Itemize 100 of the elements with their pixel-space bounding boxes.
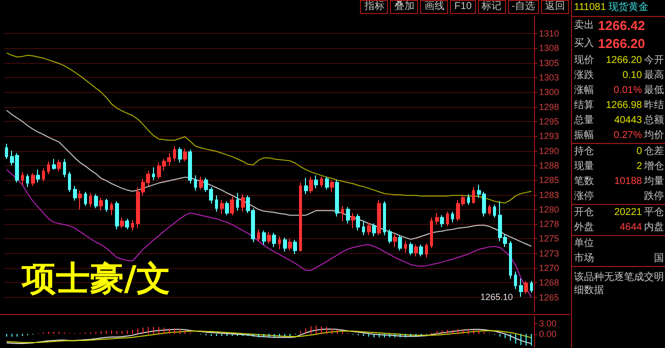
y-tick-label: 1305	[539, 58, 560, 68]
candlestick	[341, 205, 344, 222]
annotation: 项士豪/文	[21, 259, 170, 299]
candlestick	[414, 244, 418, 257]
candlestick	[225, 200, 229, 216]
candlestick	[314, 174, 318, 189]
text: 标记	[478, 0, 506, 14]
candlestick	[241, 194, 245, 212]
y-tick-label: 1285	[539, 175, 560, 186]
candlestick	[530, 280, 533, 294]
y-tick-label: 1283	[539, 190, 560, 200]
candlestick	[78, 190, 82, 210]
candlestick	[194, 174, 197, 192]
candlestick	[99, 197, 103, 212]
candlestick	[215, 194, 218, 212]
text: -自选	[508, 0, 539, 14]
candlestick	[330, 180, 334, 192]
candlestick	[230, 196, 234, 216]
y-tick-label: 1265	[539, 292, 560, 302]
candlestick	[26, 174, 29, 188]
candlestick	[293, 239, 297, 254]
text: 开仓 20221 平仓	[574, 207, 664, 218]
candlestick	[283, 237, 287, 252]
candlestick	[57, 159, 61, 172]
y-tick-label: 1280	[539, 204, 560, 214]
candlestick	[36, 169, 40, 183]
candlestick	[519, 278, 523, 298]
text: 单位	[574, 236, 594, 251]
candlestick	[115, 200, 119, 230]
y-tick-label: 1295	[539, 116, 560, 127]
y-tick-label: 0.00	[539, 328, 557, 339]
candlestick	[105, 198, 108, 212]
candlestick	[383, 200, 386, 236]
candlestick	[446, 211, 449, 226]
candlestick	[288, 238, 292, 251]
text: 总量 40443 总额	[574, 115, 664, 126]
candlestick	[299, 182, 302, 252]
candlestick	[346, 206, 350, 224]
line-series	[6, 52, 532, 204]
candlestick	[309, 176, 313, 194]
text: 涨停 跌停	[574, 191, 664, 202]
text: 涨跌 0.10 最高	[574, 70, 664, 81]
candlestick	[335, 180, 339, 217]
candlestick	[435, 212, 439, 226]
y-tick-label: 1268	[539, 278, 560, 288]
candlestick	[47, 160, 50, 175]
text: 涨幅 0.01% 最低	[574, 85, 664, 96]
candlestick	[388, 228, 392, 244]
candlestick	[514, 271, 517, 290]
text: 111081 现货黄金	[574, 2, 649, 13]
text: 画线	[420, 0, 448, 14]
text: 买入 1266.20	[574, 35, 645, 53]
candlestick	[425, 242, 428, 258]
candlestick	[31, 172, 35, 186]
text: 持仓 0 仓差	[574, 146, 664, 157]
candlestick	[236, 192, 239, 212]
text: 外盘 4644 内盘	[574, 222, 664, 233]
candlestick	[304, 177, 308, 195]
candlestick	[21, 171, 24, 186]
candlestick	[178, 146, 182, 164]
candlestick	[325, 176, 329, 190]
candlestick	[5, 143, 8, 160]
y-tick-label: 1298	[539, 102, 560, 112]
candlestick	[257, 228, 260, 242]
candlestick	[472, 186, 475, 204]
y-tick-label: 1275	[539, 234, 560, 244]
candlestick	[356, 214, 360, 232]
y-tick-label: 1293	[539, 131, 560, 142]
y-tick-label: 1300	[539, 87, 560, 98]
candlestick	[188, 149, 192, 184]
candlestick	[488, 204, 491, 216]
candlestick	[320, 176, 323, 188]
candlestick	[183, 148, 187, 162]
candlestick	[42, 168, 45, 182]
candlestick	[351, 212, 355, 229]
candlestick	[199, 176, 203, 190]
candlestick	[173, 146, 176, 162]
text: 现量 2 增仓	[574, 161, 664, 172]
annotation: 1265.10	[480, 292, 513, 302]
candlestick	[89, 192, 92, 208]
candlestick	[419, 244, 423, 257]
candlestick	[131, 219, 134, 232]
y-tick-label: 1270	[539, 263, 560, 274]
candlestick	[63, 158, 66, 178]
text: 市场 国	[574, 253, 664, 264]
text: 结算 1266.98 昨结	[574, 98, 664, 113]
text: 现价 1266.20 今开	[574, 54, 664, 68]
line-series	[6, 110, 532, 247]
candlestick	[430, 217, 433, 249]
candlestick	[262, 230, 266, 246]
text: 该品种无逐笔成交明细数据	[572, 266, 665, 301]
candlestick	[409, 242, 413, 256]
candlestick	[440, 214, 444, 228]
candlestick	[278, 236, 281, 250]
candlestick	[398, 234, 402, 251]
y-tick-label: 1273	[539, 248, 560, 258]
candlestick	[220, 200, 224, 215]
candlestick	[152, 166, 155, 181]
y-tick-label: 3.00	[539, 318, 557, 329]
candlestick	[367, 222, 371, 236]
